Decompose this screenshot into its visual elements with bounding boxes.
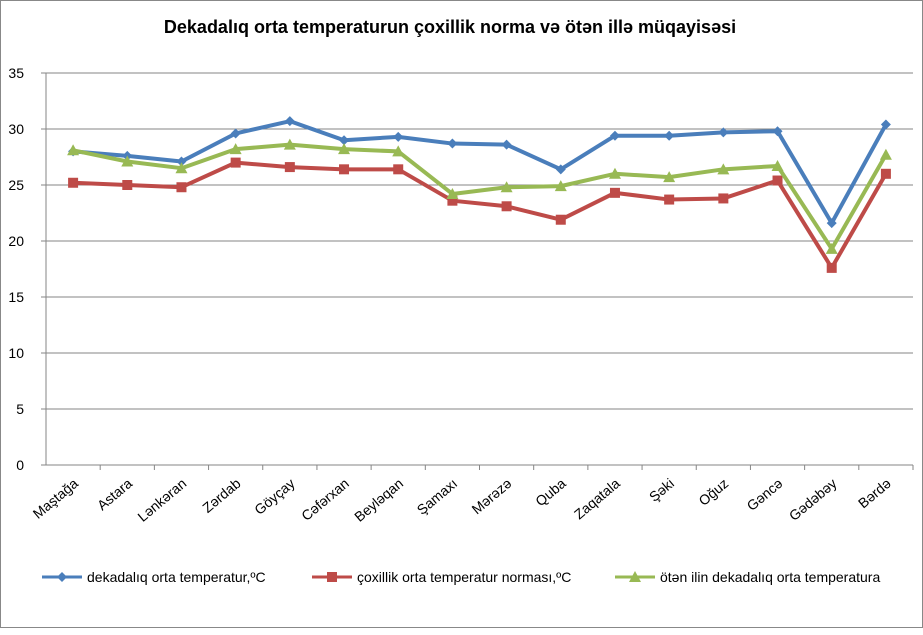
marker bbox=[284, 162, 295, 173]
series-line bbox=[73, 160, 888, 270]
chart-title: Dekadalıq orta temperaturun çoxillik nor… bbox=[164, 17, 736, 37]
marker bbox=[446, 187, 459, 199]
marker bbox=[880, 119, 891, 130]
marker bbox=[393, 164, 404, 175]
marker bbox=[229, 143, 242, 155]
marker bbox=[175, 162, 188, 174]
y-tick-label: 30 bbox=[8, 121, 24, 137]
legend-label: çoxillik orta temperatur norması,ºC bbox=[357, 569, 571, 585]
marker bbox=[68, 177, 79, 188]
legend-label: ötən ilin dekadalıq orta temperatura bbox=[660, 569, 880, 585]
marker bbox=[392, 145, 405, 157]
marker bbox=[609, 187, 620, 198]
marker bbox=[771, 159, 784, 171]
marker bbox=[230, 157, 241, 168]
legend-label: dekadalıq orta temperatur,ºC bbox=[87, 569, 266, 585]
marker bbox=[230, 128, 241, 139]
marker bbox=[447, 195, 458, 206]
marker bbox=[772, 126, 783, 137]
marker bbox=[338, 143, 351, 155]
marker bbox=[501, 201, 512, 212]
marker bbox=[609, 130, 620, 141]
y-tick-label: 10 bbox=[8, 345, 24, 361]
marker bbox=[879, 148, 892, 160]
marker bbox=[663, 171, 676, 183]
marker bbox=[718, 193, 729, 204]
marker bbox=[664, 194, 675, 205]
marker bbox=[718, 127, 729, 138]
marker bbox=[176, 182, 187, 193]
y-tick-label: 25 bbox=[8, 177, 24, 193]
marker bbox=[393, 131, 404, 142]
marker bbox=[826, 218, 837, 229]
marker bbox=[555, 164, 566, 175]
marker bbox=[121, 155, 134, 167]
marker bbox=[176, 156, 187, 167]
marker bbox=[501, 139, 512, 150]
marker bbox=[447, 138, 458, 149]
marker bbox=[629, 571, 641, 582]
marker bbox=[717, 163, 730, 175]
series-line bbox=[72, 119, 888, 226]
marker bbox=[327, 572, 337, 582]
series-line bbox=[72, 142, 888, 251]
marker bbox=[122, 180, 133, 190]
marker bbox=[555, 214, 566, 225]
y-tick-label: 35 bbox=[8, 65, 24, 81]
marker bbox=[283, 138, 296, 150]
marker bbox=[284, 116, 295, 127]
marker bbox=[500, 181, 513, 193]
y-tick-label: 15 bbox=[8, 289, 24, 305]
y-tick-label: 20 bbox=[8, 233, 24, 249]
marker bbox=[339, 135, 350, 146]
marker bbox=[825, 242, 838, 254]
y-tick-label: 0 bbox=[16, 457, 24, 473]
marker bbox=[772, 175, 783, 186]
marker bbox=[826, 262, 837, 273]
marker bbox=[664, 130, 675, 141]
marker bbox=[554, 180, 567, 192]
marker bbox=[339, 164, 350, 175]
y-tick-label: 5 bbox=[16, 401, 24, 417]
marker bbox=[608, 167, 621, 179]
marker bbox=[57, 572, 67, 582]
marker bbox=[67, 144, 80, 156]
marker bbox=[880, 168, 891, 179]
